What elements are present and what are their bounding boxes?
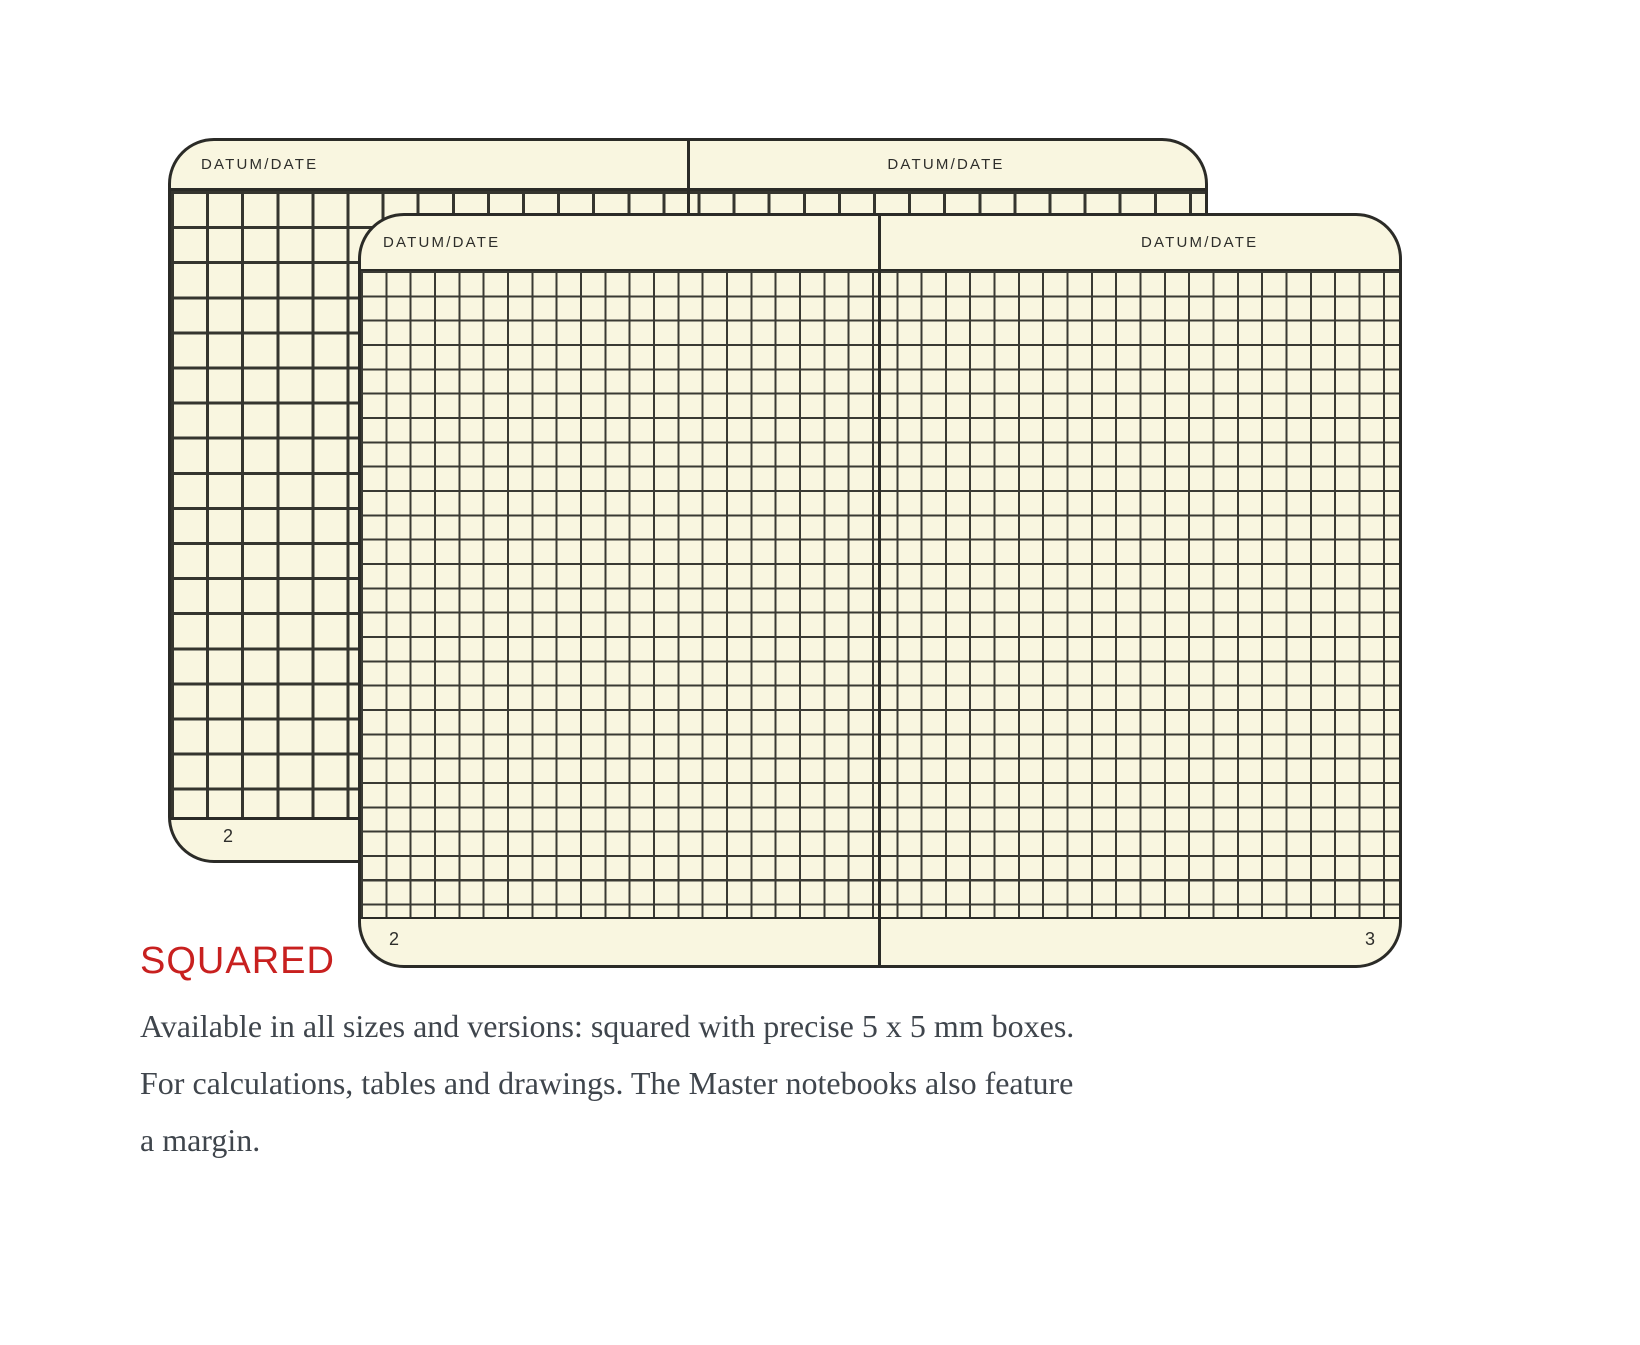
- back-right-page-header: DATUM/DATE: [687, 141, 1205, 188]
- caption-line: a margin.: [140, 1122, 261, 1158]
- datum-date-label: DATUM/DATE: [887, 156, 1005, 173]
- front-footer-band: 2 3: [361, 917, 1399, 965]
- datum-date-label: DATUM/DATE: [1141, 234, 1259, 251]
- front-left-page-header: DATUM/DATE: [361, 216, 878, 269]
- page-number: 2: [223, 825, 234, 846]
- caption-paragraph: Available in all sizes and versions: squ…: [140, 998, 1400, 1169]
- caption-line: Available in all sizes and versions: squ…: [140, 1008, 1075, 1044]
- front-notebook-spread: DATUM/DATE DATUM/DATE 2 3: [358, 213, 1402, 968]
- caption-block: SQUARED Available in all sizes and versi…: [140, 938, 1400, 1169]
- front-right-page-header: DATUM/DATE: [878, 216, 1399, 269]
- section-heading: SQUARED: [140, 940, 335, 982]
- datum-date-label: DATUM/DATE: [383, 234, 501, 251]
- caption-line: For calculations, tables and drawings. T…: [140, 1065, 1074, 1101]
- center-gutter-divider: [878, 216, 881, 965]
- back-left-page-header: DATUM/DATE: [171, 141, 687, 188]
- page-number: 2: [389, 928, 400, 949]
- back-footer-band: 2: [171, 816, 1205, 860]
- datum-date-label: DATUM/DATE: [201, 156, 319, 173]
- page-number: 3: [1364, 928, 1375, 949]
